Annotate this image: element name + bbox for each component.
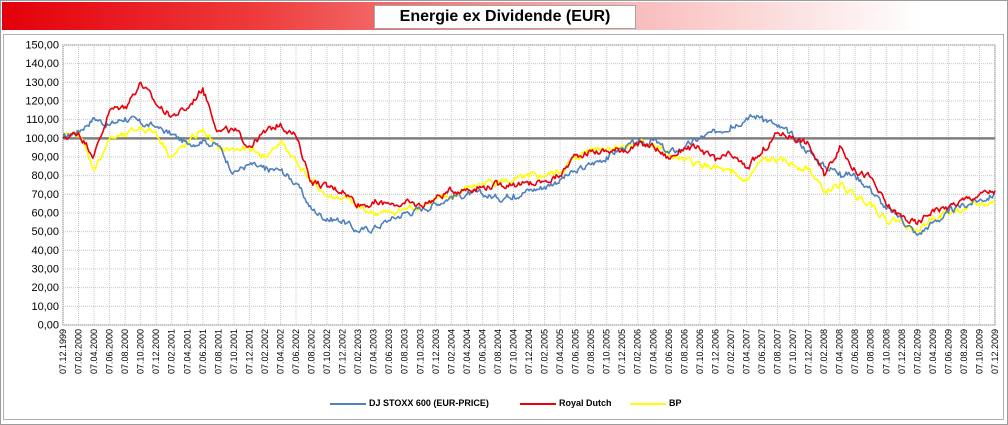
x-tick-label: 07.08.2000	[120, 329, 130, 374]
x-tick-label: 07.10.2001	[229, 329, 239, 374]
x-tick-label: 07.10.2009	[974, 329, 984, 374]
y-tick-label: 60,00	[31, 208, 59, 220]
x-tick-label: 07.12.2005	[617, 329, 627, 374]
y-tick-label: 80,00	[31, 170, 59, 182]
x-tick-label: 07.12.2002	[338, 329, 348, 374]
title-bar: Energie ex Dividende (EUR)	[2, 2, 1004, 30]
y-tick-label: 10,00	[31, 301, 59, 313]
y-tick-label: 50,00	[31, 226, 59, 238]
x-tick-label: 07.06.2003	[384, 329, 394, 374]
x-tick-label: 07.12.2001	[244, 329, 254, 374]
x-tick-label: 07.06.2005	[571, 329, 581, 374]
x-tick-label: 07.10.2008	[881, 329, 891, 374]
chart-title: Energie ex Dividende (EUR)	[374, 5, 636, 29]
legend-label: DJ STOXX 600 (EUR-PRICE)	[369, 398, 489, 408]
x-tick-label: 07.04.2005	[555, 329, 565, 374]
x-tick-label: 07.02.2005	[540, 329, 550, 374]
series-line-1	[62, 81, 996, 225]
x-tick-label: 07.06.2007	[757, 329, 767, 374]
legend-label: Royal Dutch	[559, 398, 612, 408]
y-tick-label: 70,00	[31, 189, 59, 201]
x-tick-label: 07.10.2004	[508, 329, 518, 374]
y-tick-label: 30,00	[31, 264, 59, 276]
x-tick-label: 07.10.2002	[322, 329, 332, 374]
x-tick-label: 07.12.2003	[431, 329, 441, 374]
y-tick-label: 140,00	[25, 58, 59, 70]
x-tick-label: 07.04.2001	[182, 329, 192, 374]
x-tick-label: 07.04.2007	[741, 329, 751, 374]
x-tick-label: 07.02.2008	[819, 329, 829, 374]
legend-label: BP	[669, 398, 682, 408]
x-tick-label: 07.10.2007	[788, 329, 798, 374]
y-tick-label: 100,00	[25, 133, 59, 145]
x-tick-label: 07.04.2006	[648, 329, 658, 374]
x-tick-label: 07.08.2002	[307, 329, 317, 374]
x-tick-label: 07.02.2003	[353, 329, 363, 374]
x-tick-label: 07.08.2009	[959, 329, 969, 374]
x-tick-label: 07.10.2003	[415, 329, 425, 374]
y-tick-label: 20,00	[31, 282, 59, 294]
x-tick-label: 07.02.2002	[260, 329, 270, 374]
x-tick-label: 07.06.2009	[943, 329, 953, 374]
x-tick-label: 07.04.2004	[462, 329, 472, 374]
x-tick-label: 07.06.2006	[664, 329, 674, 374]
x-tick-label: 07.02.2007	[726, 329, 736, 374]
x-tick-label: 07.08.2003	[400, 329, 410, 374]
y-tick-label: 0,00	[38, 320, 59, 332]
legend-swatch	[630, 402, 666, 405]
x-tick-label: 07.02.2001	[167, 329, 177, 374]
x-tick-label: 07.04.2003	[369, 329, 379, 374]
x-tick-label: 07.06.2004	[477, 329, 487, 374]
y-tick-label: 130,00	[25, 77, 59, 89]
y-tick-label: 90,00	[31, 152, 59, 164]
x-tick-label: 07.04.2000	[89, 329, 99, 374]
legend-item: BP	[630, 394, 682, 412]
y-tick-label: 110,00	[26, 114, 59, 126]
x-tick-label: 07.04.2008	[835, 329, 845, 374]
x-tick-label: 07.10.2005	[602, 329, 612, 374]
y-tick-label: 40,00	[31, 245, 59, 257]
x-tick-label: 07.12.2004	[524, 329, 534, 374]
x-tick-label: 07.08.2001	[213, 329, 223, 374]
x-tick-label: 07.08.2007	[773, 329, 783, 374]
x-tick-label: 07.06.2008	[850, 329, 860, 374]
y-tick-label: 120,00	[25, 96, 59, 108]
x-tick-label: 07.08.2005	[586, 329, 596, 374]
legend-swatch	[330, 402, 366, 405]
y-tick-label: 150,00	[25, 40, 59, 52]
x-tick-label: 07.08.2004	[493, 329, 503, 374]
x-tick-label: 07.08.2008	[866, 329, 876, 374]
series-line-0	[62, 113, 996, 237]
x-tick-label: 07.02.2000	[74, 329, 84, 374]
legend-item: Royal Dutch	[520, 394, 612, 412]
x-tick-label: 07.08.2006	[679, 329, 689, 374]
x-tick-label: 07.06.2000	[105, 329, 115, 374]
x-tick-label: 07.06.2001	[198, 329, 208, 374]
x-tick-label: 07.06.2002	[291, 329, 301, 374]
x-tick-label: 07.02.2009	[912, 329, 922, 374]
x-tick-label: 07.12.2006	[710, 329, 720, 374]
x-tick-label: 07.04.2002	[275, 329, 285, 374]
x-tick-label: 07.12.2007	[804, 329, 814, 374]
x-tick-label: 07.12.2009	[990, 329, 1000, 374]
x-tick-label: 07.02.2004	[446, 329, 456, 374]
series-line-2	[62, 126, 996, 234]
legend-swatch	[520, 402, 556, 405]
x-tick-label: 07.12.1999	[58, 329, 68, 374]
x-tick-label: 07.10.2000	[136, 329, 146, 374]
x-tick-label: 07.12.2008	[897, 329, 907, 374]
x-tick-label: 07.04.2009	[928, 329, 938, 374]
x-tick-label: 07.02.2006	[633, 329, 643, 374]
x-tick-label: 07.12.2000	[151, 329, 161, 374]
x-tick-label: 07.10.2006	[695, 329, 705, 374]
legend-item: DJ STOXX 600 (EUR-PRICE)	[330, 394, 489, 412]
